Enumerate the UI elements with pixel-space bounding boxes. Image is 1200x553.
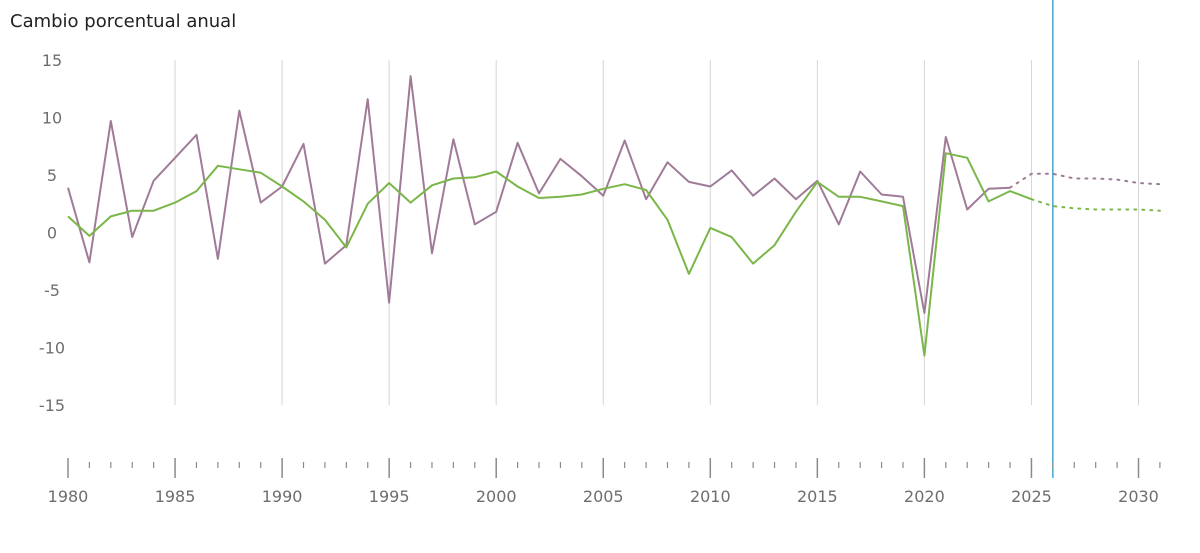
series-green-line	[67, 152, 1032, 357]
x-tick-label: 1995	[369, 487, 410, 506]
y-tick-label: 15	[42, 51, 62, 70]
x-tick-label: 1980	[48, 487, 89, 506]
y-axis-ticks: 15 10 5 0 -5 -10 -15	[39, 51, 65, 415]
x-tick-label: 1990	[262, 487, 303, 506]
series-green-projection	[1030, 198, 1161, 212]
y-tick-label: 10	[42, 109, 62, 128]
y-tick-label: -10	[39, 339, 65, 358]
x-tick-label: 1985	[155, 487, 196, 506]
series-purple-projection	[1009, 172, 1161, 189]
x-tick-label: 2020	[904, 487, 945, 506]
series-purple-line	[67, 75, 1011, 314]
x-axis: 1980 1985 1990 1995 2000 2005 2010 2015 2020 2025…	[48, 458, 1161, 506]
x-tick-label: 2025	[1011, 487, 1052, 506]
x-tick-label: 2010	[690, 487, 731, 506]
chart-title: Cambio porcentual anual	[10, 11, 237, 32]
x-tick-label: 2000	[476, 487, 517, 506]
y-tick-label: -15	[39, 396, 65, 415]
x-tick-label: 2030	[1118, 487, 1159, 506]
gridlines	[174, 60, 1139, 405]
y-tick-label: 0	[47, 224, 57, 243]
y-tick-label: 5	[47, 166, 57, 185]
series-lines	[67, 75, 1161, 357]
y-tick-label: -5	[44, 281, 60, 300]
x-tick-label: 2015	[797, 487, 838, 506]
x-tick-label: 2005	[583, 487, 624, 506]
